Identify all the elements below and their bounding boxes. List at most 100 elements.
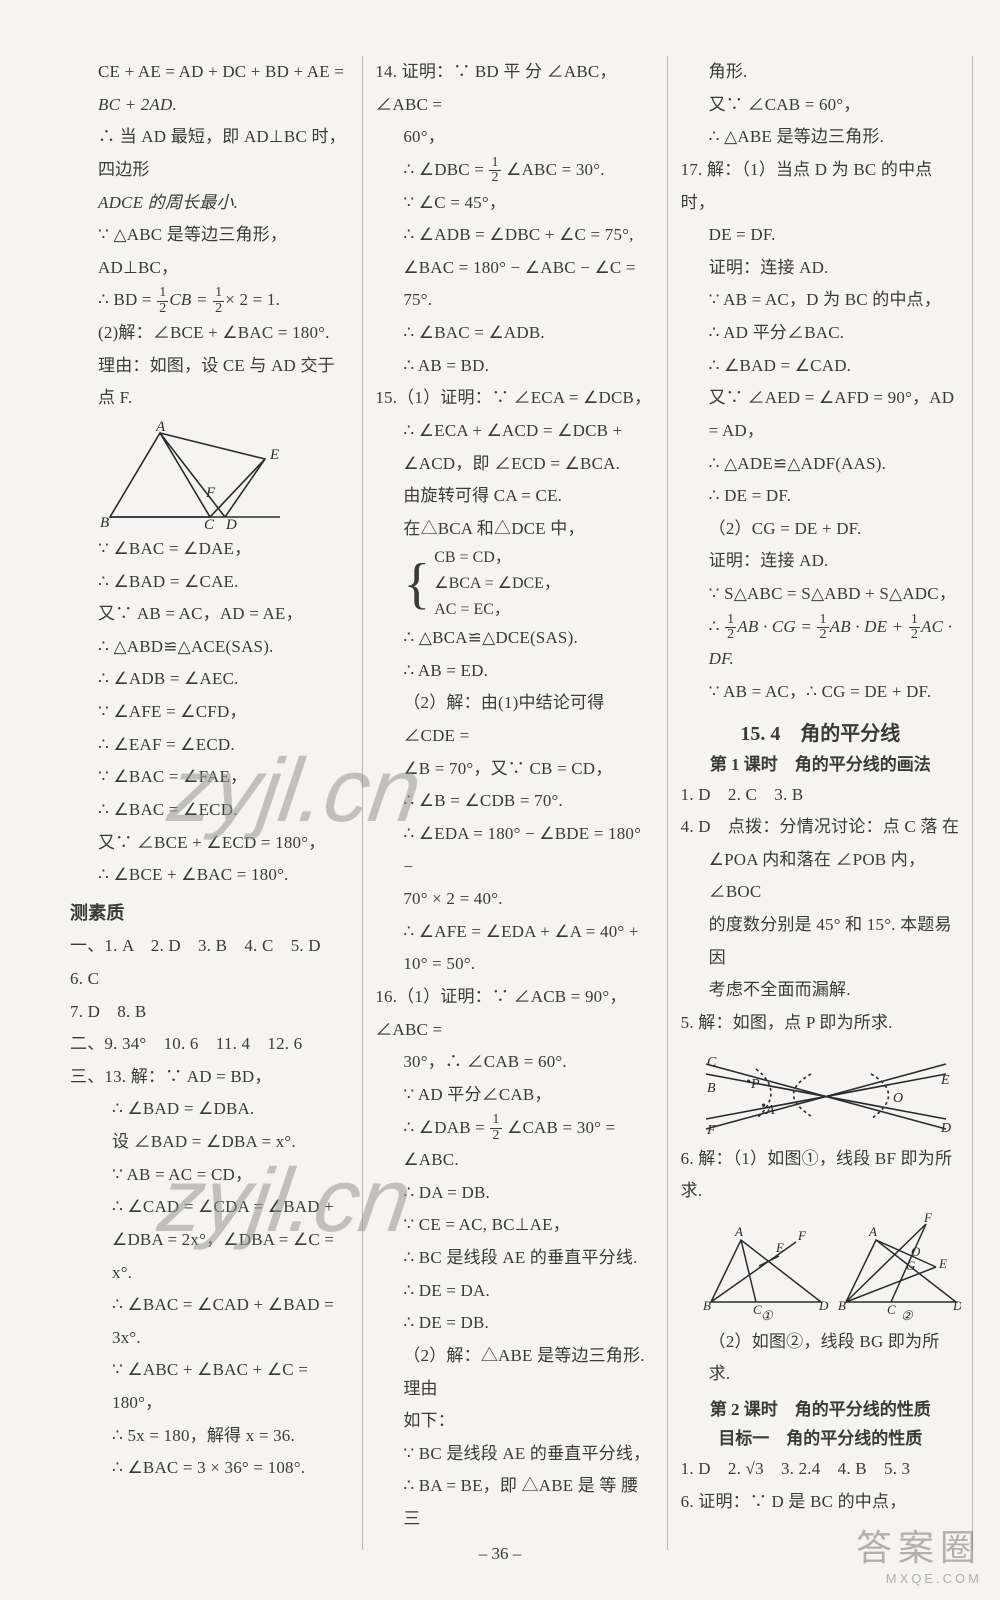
text-line: ∴ DE = DB. <box>375 1307 654 1340</box>
svg-text:A: A <box>765 1103 775 1118</box>
text-line: 又∵ ∠AED = ∠AFD = 90°，AD = AD， <box>681 382 960 447</box>
svg-text:D: D <box>818 1298 829 1313</box>
text-line: ∴ ∠CAD = ∠CDA = ∠BAD + <box>70 1191 349 1224</box>
text-line: ∴ ∠BAC = ∠ADB. <box>375 317 654 350</box>
text-line: 设 ∠BAD = ∠DBA = x°. <box>70 1126 349 1159</box>
q17-head: 17. 解：（1）当点 D 为 BC 的中点时， <box>681 154 960 219</box>
corner-logo: 答案圈 MXQE.COM <box>856 1519 982 1586</box>
fraction-line: ∴ 12AB · CG = 12AB · DE + 12AC · <box>681 611 960 644</box>
answer-row: 7. D 8. B <box>70 996 349 1029</box>
svg-text:C: C <box>204 517 215 529</box>
svg-text:E: E <box>269 447 279 463</box>
text-line: ∠ACD，即 ∠ECD = ∠BCA. <box>375 448 654 481</box>
text-line: ∴ AB = BD. <box>375 350 654 383</box>
text-line: 证明：连接 AD. <box>681 252 960 285</box>
text-line: 在 Rt△BED 和 Rt△CFD 中， <box>986 252 1000 285</box>
svg-text:A: A <box>155 419 166 435</box>
text-line: ∴ ∠BAC = 3 × 36° = 108°. <box>70 1452 349 1485</box>
text-line: ADCE 的周长最小. <box>70 187 349 220</box>
page-columns: CE + AE = AD + DC + BD + AE = BC + 2AD. … <box>0 0 1000 1600</box>
svg-text:F: F <box>706 1123 716 1138</box>
text-line: ∵ AB = AC，∴ CG = DE + DF. <box>681 676 960 709</box>
text-line: ∴ ∠B = ∠C. <box>986 373 1000 406</box>
text-line: AB，DF⊥AC， <box>986 154 1000 187</box>
fraction-line: ∴ BD = 12CB = 12× 2 = 1. <box>70 284 349 317</box>
text-line: ∵ ∠BAC = ∠FAE， <box>70 761 349 794</box>
text-line: ∴ BC 是线段 AE 的垂直平分线. <box>375 1242 654 1275</box>
text-line: ∴ ∠ADB = ∠DBC + ∠C = 75°, <box>375 219 654 252</box>
q4-head: 4. D 点拨：分情况讨论：点 C 落 在 <box>681 811 960 844</box>
text-line: DE = DF. <box>681 219 960 252</box>
text-line: ∴ △BCA≌△DCE(SAS). <box>375 622 654 655</box>
svg-text:F: F <box>923 1212 933 1225</box>
text-line: ∵ ∠BAC = ∠DAE， <box>70 533 349 566</box>
section-heading-cesuzhiliang: 测素质 <box>70 896 349 931</box>
text-line: ∴ ∠ADB = ∠AEC. <box>70 663 349 696</box>
answer-row: 1. D 2. √3 3. 2.4 4. B 5. 3 <box>681 1453 960 1486</box>
text-line: ∴ ∠BAC = ∠ECD. <box>70 794 349 827</box>
text-line: ∵ AB = AC，D 为 BC 的中点， <box>681 284 960 317</box>
text-line: CE + AE = AD + DC + BD + AE = <box>70 56 349 89</box>
svg-text:O: O <box>911 1244 921 1259</box>
q13-head: 三、13. 解：∵ AD = BD， <box>70 1061 349 1094</box>
text-line: 又∵ ∠BCE + ∠ECD = 180°， <box>70 827 349 860</box>
text-line: ∠BAC = 180° − ∠ABC − ∠C = 75°. <box>375 252 654 317</box>
text-line: 的度数分别是 45° 和 15°. 本题易因 <box>681 909 960 974</box>
figure-triangle-abcde: A B C D E F <box>90 419 349 529</box>
figure-angle-bisector: C B F • P • A O E D <box>701 1044 960 1139</box>
text-line: 即△ABC 是等腰三角形. <box>986 438 1000 471</box>
text-line: 30°，∴ ∠CAB = 60°. <box>375 1046 654 1079</box>
text-line: 又∵ ∠CAB = 60°， <box>681 89 960 122</box>
text-line: ∴ ∠EDA = 180° − ∠BDE = 180° − <box>375 818 654 883</box>
text-line: ∵ S△ABC = S△ABD + S△ADC， <box>681 578 960 611</box>
subsection-title-lesson2b: 目标一 角的平分线的性质 <box>681 1424 960 1449</box>
q15-head: 15.（1）证明：∵ ∠ECA = ∠DCB， <box>375 382 654 415</box>
subsection-title-lesson2a: 第 2 课时 角的平分线的性质 <box>681 1395 960 1420</box>
fraction-line: ∴ ∠DBC = 12 ∠ABC = 30°. <box>375 154 654 187</box>
text-line: ∴ AD 平分∠BAC. <box>681 317 960 350</box>
section-title-15-4: 15. 4 角的平分线 <box>681 717 960 746</box>
text-line: ∴ ∠BAC = ∠CAD + ∠BAD = 3x°. <box>70 1289 349 1354</box>
text-line: ∠POA 内和落在 ∠POB 内，∠BOC <box>681 844 960 909</box>
text-line: ∴ AB = AC， <box>986 406 1000 439</box>
text-line: ∴ △ADE≌△ADF(AAS). <box>681 448 960 481</box>
text-line: ∵ ∠AFE = ∠CFD， <box>70 696 349 729</box>
q6-head: 6. 解：（1）如图①，线段 BF 即为所求. <box>681 1143 960 1208</box>
svg-text:D: D <box>940 1121 951 1136</box>
subsection-title-lesson1: 第 1 课时 角的平分线的画法 <box>681 750 960 775</box>
text-line: ∵ BC 是线段 AE 的垂直平分线， <box>375 1438 654 1471</box>
q6-proof-head: 6. 证明：∵ D 是 BC 的中点， <box>681 1486 960 1519</box>
text-line: ∴ DA = DB. <box>375 1177 654 1210</box>
q16-head: 16.（1）证明：∵ ∠ACB = 90°，∠ABC = <box>375 981 654 1046</box>
answer-row: 二、9. 34° 10. 6 11. 4 12. 6 <box>70 1028 349 1061</box>
text-line: ∴ 当 AD 最短，即 AD⊥BC 时，四边形 <box>70 121 349 186</box>
text-line: ∴ ∠ECA + ∠ACD = ∠DCB + <box>375 415 654 448</box>
text-line: 如下： <box>375 1405 654 1438</box>
text-line: (2)解：∠BCE + ∠BAC = 180°. <box>70 317 349 350</box>
text-line: ∴ ∠AFE = ∠EDA + ∠A = 40° + <box>375 916 654 949</box>
text-line: ∴ 5x = 180，解得 x = 36. <box>70 1420 349 1453</box>
text-line: 证明：连接 AD. <box>681 545 960 578</box>
svg-text:A: A <box>868 1224 877 1239</box>
svg-text:B: B <box>100 515 109 529</box>
text-line: （2）解：由(1)中结论可得 ∠CDE = <box>375 687 654 752</box>
svg-text:G: G <box>906 1258 916 1273</box>
svg-text:A: A <box>734 1224 743 1239</box>
svg-text:B: B <box>838 1298 846 1313</box>
text-line: ∴ DE = DF，∠BED = ∠CFD = 90°. <box>986 187 1000 252</box>
text-line: ∴ DE = DF. <box>681 480 960 513</box>
text-line: ∴ △ABD≌△ACE(SAS). <box>70 631 349 664</box>
text-line: ∴ BD = CD. <box>986 56 1000 89</box>
svg-text:P: P <box>750 1077 760 1092</box>
fraction-line: ∴ ∠DAB = 12 ∠CAB = 30° = ∠ABC. <box>375 1112 654 1177</box>
brace-system-15: { CB = CD， ∠BCA = ∠DCE， AC = EC， <box>403 545 654 622</box>
text-line: ∴ ∠BAD = ∠CAE. <box>70 566 349 599</box>
text-line: ∠B = 70°，又∵ CB = CD， <box>375 753 654 786</box>
svg-text:①: ① <box>761 1308 774 1322</box>
svg-text:D: D <box>225 517 237 529</box>
svg-text:O: O <box>893 1091 903 1106</box>
text-line: ∴ ∠EAF = ∠ECD. <box>70 729 349 762</box>
text-line: BC + 2AD. <box>70 89 349 122</box>
text-line: （2）解：△ABE 是等边三角形. 理由 <box>375 1340 654 1405</box>
text-line: 理由：如图，设 CE 与 AD 交于点 F. <box>70 350 349 415</box>
